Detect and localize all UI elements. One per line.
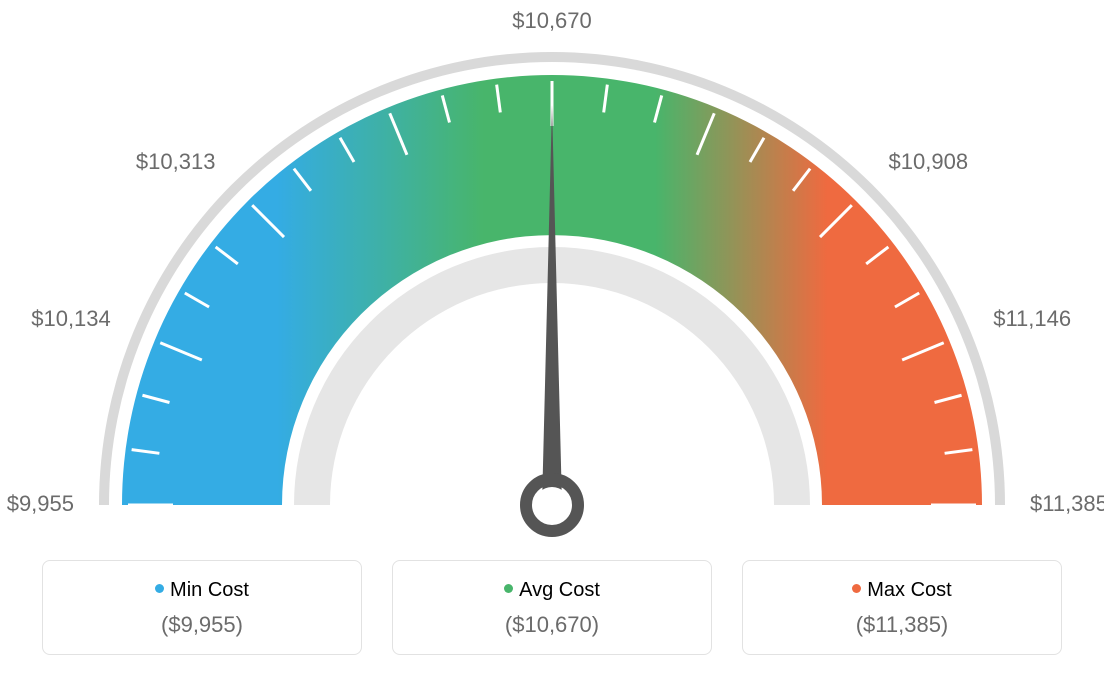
dot-icon [155, 584, 164, 593]
dot-icon [504, 584, 513, 593]
gauge-tick-label: $10,908 [889, 149, 969, 175]
legend-value-avg: ($10,670) [403, 612, 701, 638]
gauge-tick-label: $10,134 [21, 306, 111, 332]
legend-title-min: Min Cost [53, 579, 351, 602]
gauge-tick-label: $10,313 [125, 149, 215, 175]
gauge-chart: $9,955 $10,134 $10,313 $10,670 $10,908 $11,14… [0, 0, 1104, 560]
legend-row: Min Cost ($9,955) Avg Cost ($10,670) Max… [0, 560, 1104, 655]
legend-card-min: Min Cost ($9,955) [42, 560, 362, 655]
legend-card-avg: Avg Cost ($10,670) [392, 560, 712, 655]
legend-title-avg: Avg Cost [403, 579, 701, 602]
gauge-tick-label: $11,146 [993, 306, 1071, 332]
gauge-svg [0, 0, 1104, 560]
legend-value-min: ($9,955) [53, 612, 351, 638]
legend-card-max: Max Cost ($11,385) [742, 560, 1062, 655]
legend-label-avg: Avg Cost [519, 579, 600, 601]
legend-label-min: Min Cost [170, 579, 249, 601]
dot-icon [852, 584, 861, 593]
gauge-tick-label: $9,955 [0, 491, 74, 517]
gauge-tick-label: $11,385 [1030, 491, 1104, 517]
legend-title-max: Max Cost [753, 579, 1051, 602]
legend-label-max: Max Cost [867, 579, 951, 601]
legend-value-max: ($11,385) [753, 612, 1051, 638]
gauge-tick-label: $10,670 [507, 8, 597, 34]
